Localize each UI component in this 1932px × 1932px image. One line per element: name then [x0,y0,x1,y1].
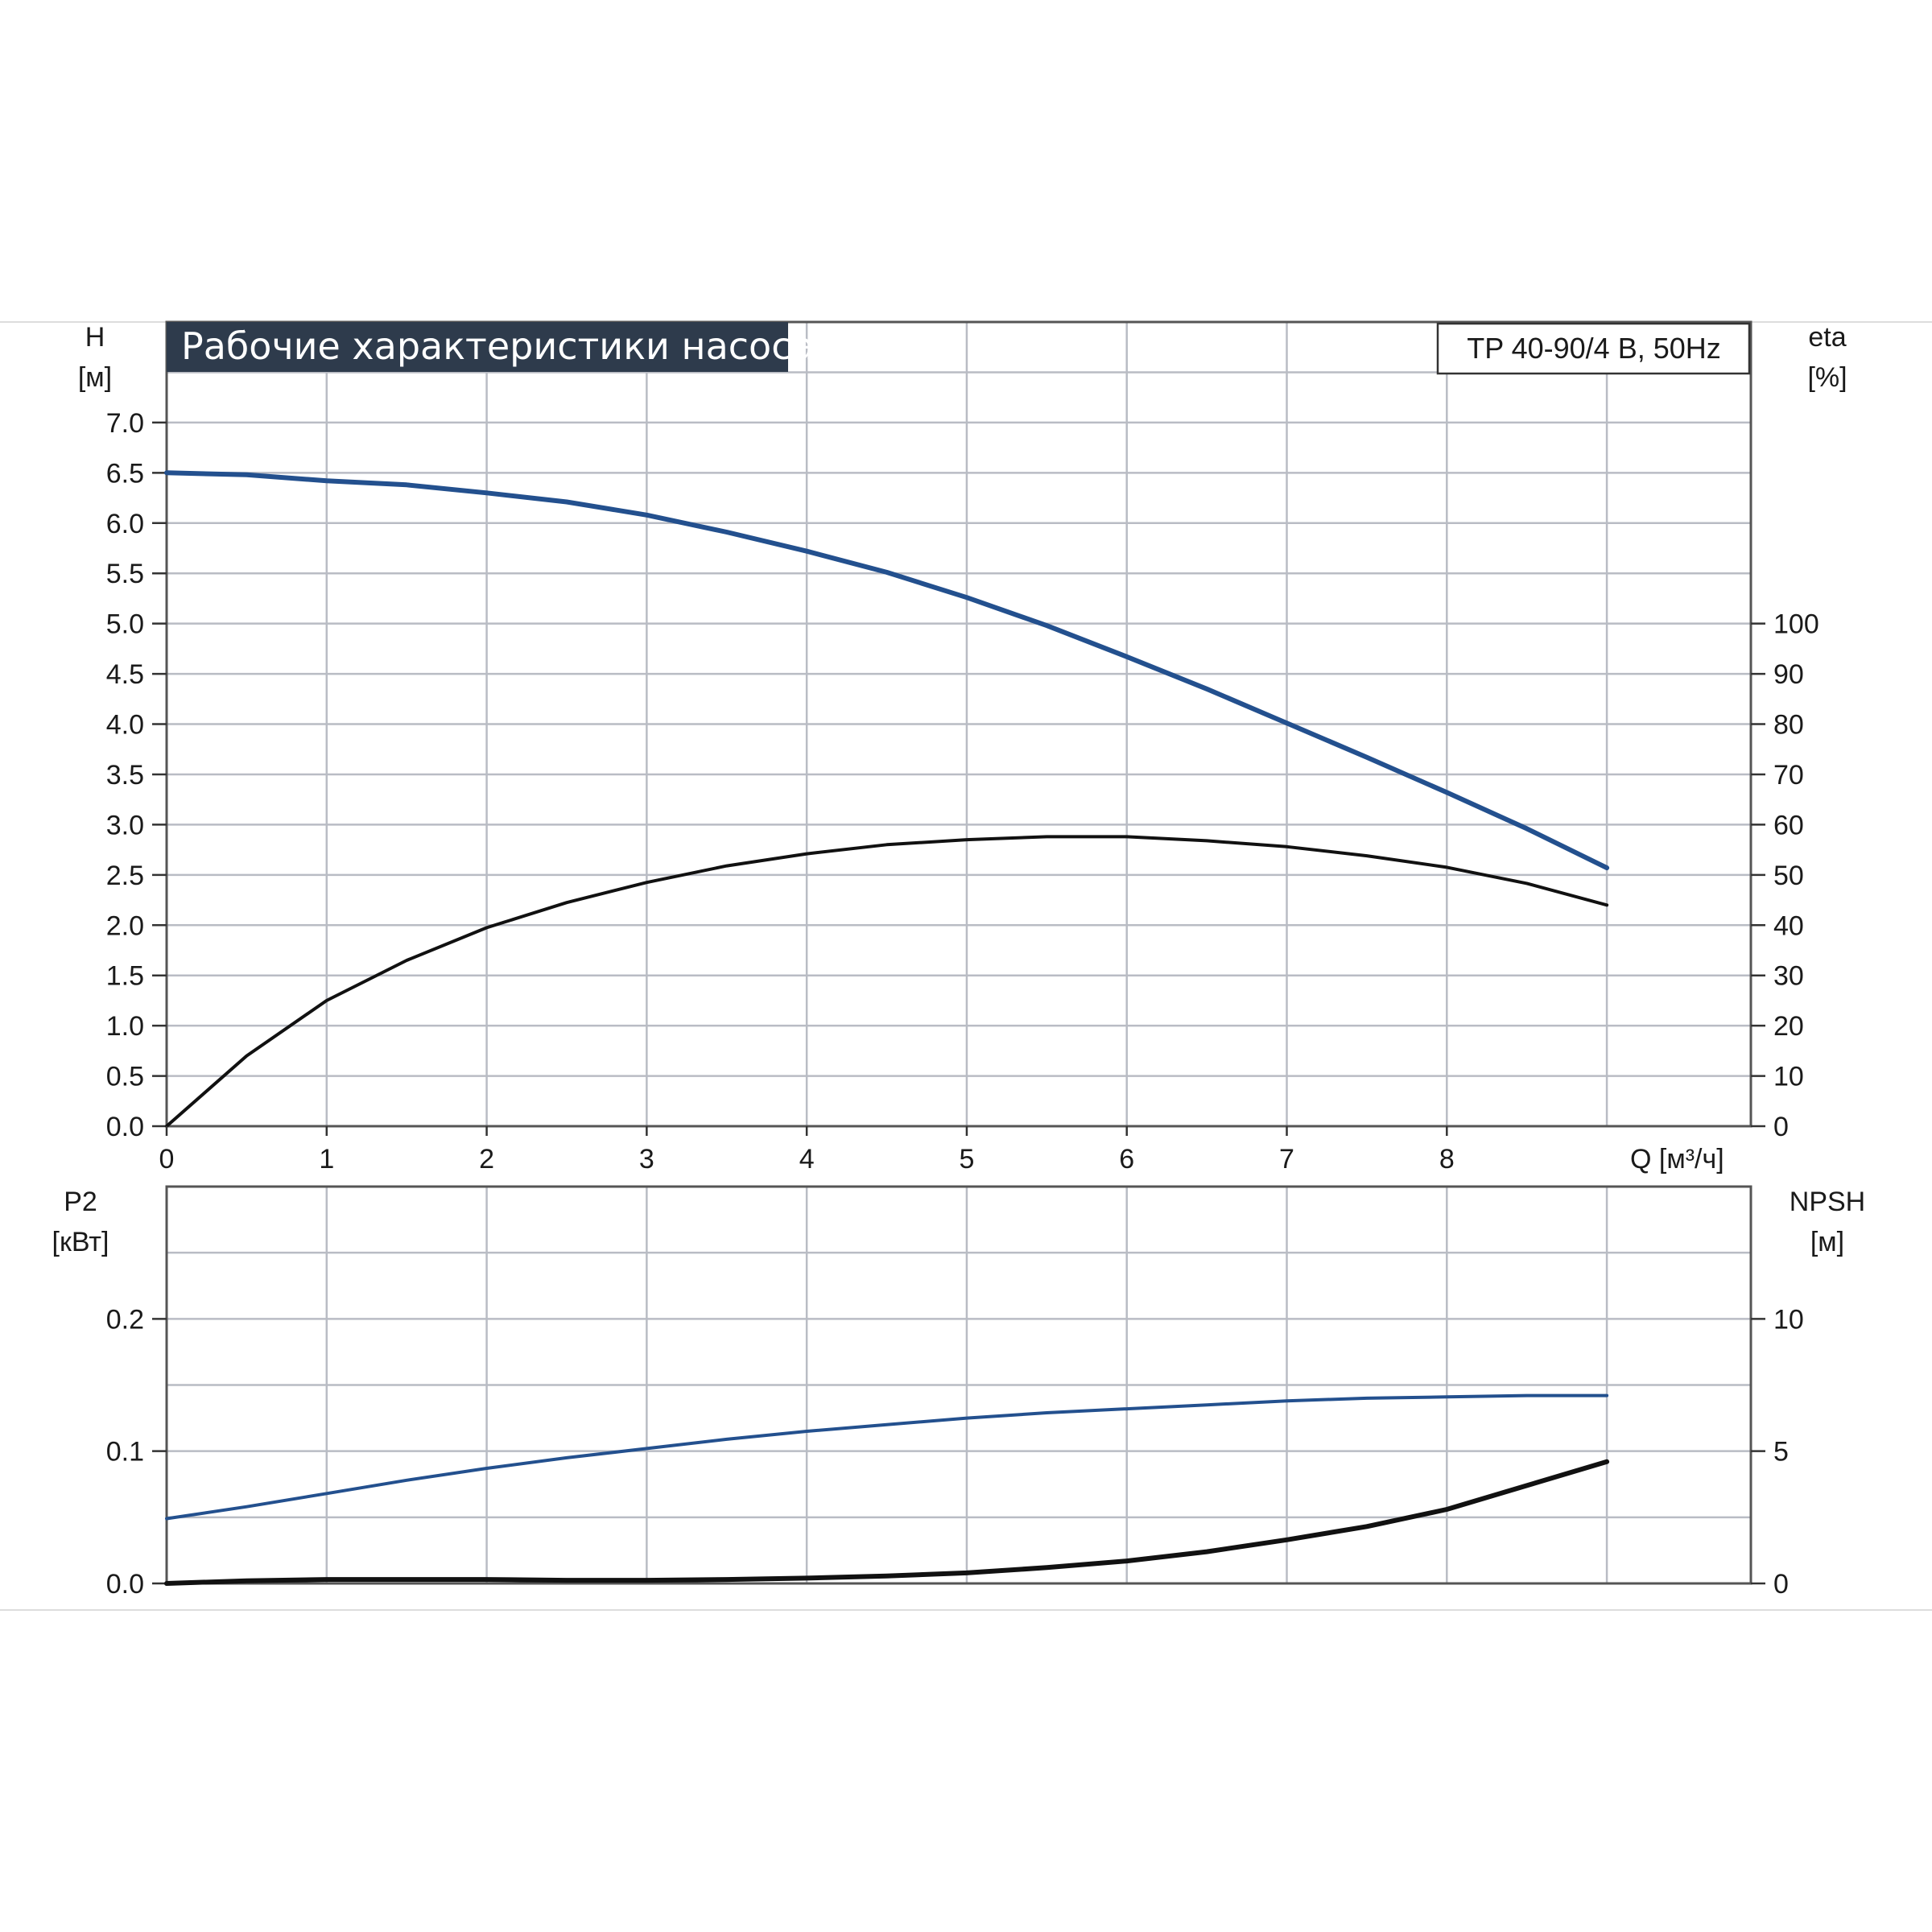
upper-left-tick-label: 4.5 [106,659,144,690]
upper-left-tick-label: 6.5 [106,458,144,489]
upper-right-axis-unit: [%] [1807,362,1847,393]
upper-left-tick-label: 1.0 [106,1011,144,1042]
chart-title: Рабочие характеристики насоса [181,324,815,368]
upper-left-tick-label: 0.5 [106,1062,144,1092]
upper-left-tick-label: 6.0 [106,509,144,539]
lower-right-tick-label: 5 [1773,1437,1789,1468]
lower-left-tick-label: 0.2 [106,1304,144,1335]
upper-left-tick-label: 3.5 [106,760,144,791]
lower-left-axis-unit: [кВт] [52,1227,109,1257]
upper-right-tick-label: 100 [1773,609,1819,640]
lower-panel: 0.0 0.1 0.2 0 5 10 P2 [кВт] NPSH [м] [52,1185,1865,1600]
lower-right-tick-label: 0 [1773,1569,1789,1600]
lower-left-axis-label: P2 [64,1187,97,1217]
lower-right-axis-label: NPSH [1790,1187,1865,1217]
lower-right-axis-unit: [м] [1810,1227,1844,1257]
upper-left-tick-label: 2.5 [106,861,144,891]
upper-left-tick-label: 7.0 [106,408,144,439]
x-tick-label: 8 [1439,1144,1455,1174]
upper-left-tick-label: 0.0 [106,1112,144,1142]
x-tick-label: 3 [639,1144,654,1174]
x-tick-label: 1 [319,1144,334,1174]
upper-right-tick-label: 30 [1773,961,1804,992]
upper-right-tick-label: 0 [1773,1112,1789,1142]
upper-right-axis-label: eta [1808,322,1846,353]
x-tick-label: 7 [1279,1144,1294,1174]
upper-right-tick-label: 20 [1773,1011,1804,1042]
lower-left-tick-label: 0.1 [106,1437,144,1468]
upper-left-axis-label: H [85,322,105,353]
title-banner-bg [167,322,788,372]
upper-right-tick-label: 60 [1773,810,1804,840]
lower-right-tick-label: 10 [1773,1304,1804,1335]
upper-right-tick-label: 70 [1773,760,1804,791]
upper-panel: 0.0 0.5 1.0 1.5 2.0 2.5 3.0 3.5 4.0 4.5 5.0 5.5 6.0 6… [78,320,1847,1142]
upper-left-tick-label: 4.0 [106,710,144,741]
x-tick-label: 2 [479,1144,494,1174]
x-tick-label: 6 [1119,1144,1134,1174]
upper-right-tick-label: 80 [1773,710,1804,741]
lower-frame [165,1185,1752,1585]
model-label-box: TP 40-90/4 B, 50Hz [1436,322,1751,375]
x-tick-label: 0 [159,1144,175,1174]
title-banner: Рабочие характеристики насоса [167,322,815,372]
upper-left-tick-label: 1.5 [106,961,144,992]
upper-right-tick-label: 40 [1773,910,1804,941]
upper-right-tick-label: 90 [1773,659,1804,690]
model-label-frame [1436,322,1751,375]
lower-left-tick-label: 0.0 [106,1569,144,1600]
model-label: TP 40-90/4 B, 50Hz [1467,332,1721,365]
upper-left-axis-unit: [м] [78,362,112,393]
upper-left-tick-label: 5.5 [106,559,144,589]
x-tick-label: 5 [959,1144,974,1174]
x-tick-label: 4 [799,1144,815,1174]
x-axis-label: Q [м³/ч] [1630,1144,1724,1174]
upper-right-tick-label: 50 [1773,861,1804,891]
upper-left-tick-label: 5.0 [106,609,144,640]
upper-right-tick-label: 10 [1773,1062,1804,1092]
upper-left-tick-label: 3.0 [106,810,144,840]
upper-left-tick-label: 2.0 [106,910,144,941]
